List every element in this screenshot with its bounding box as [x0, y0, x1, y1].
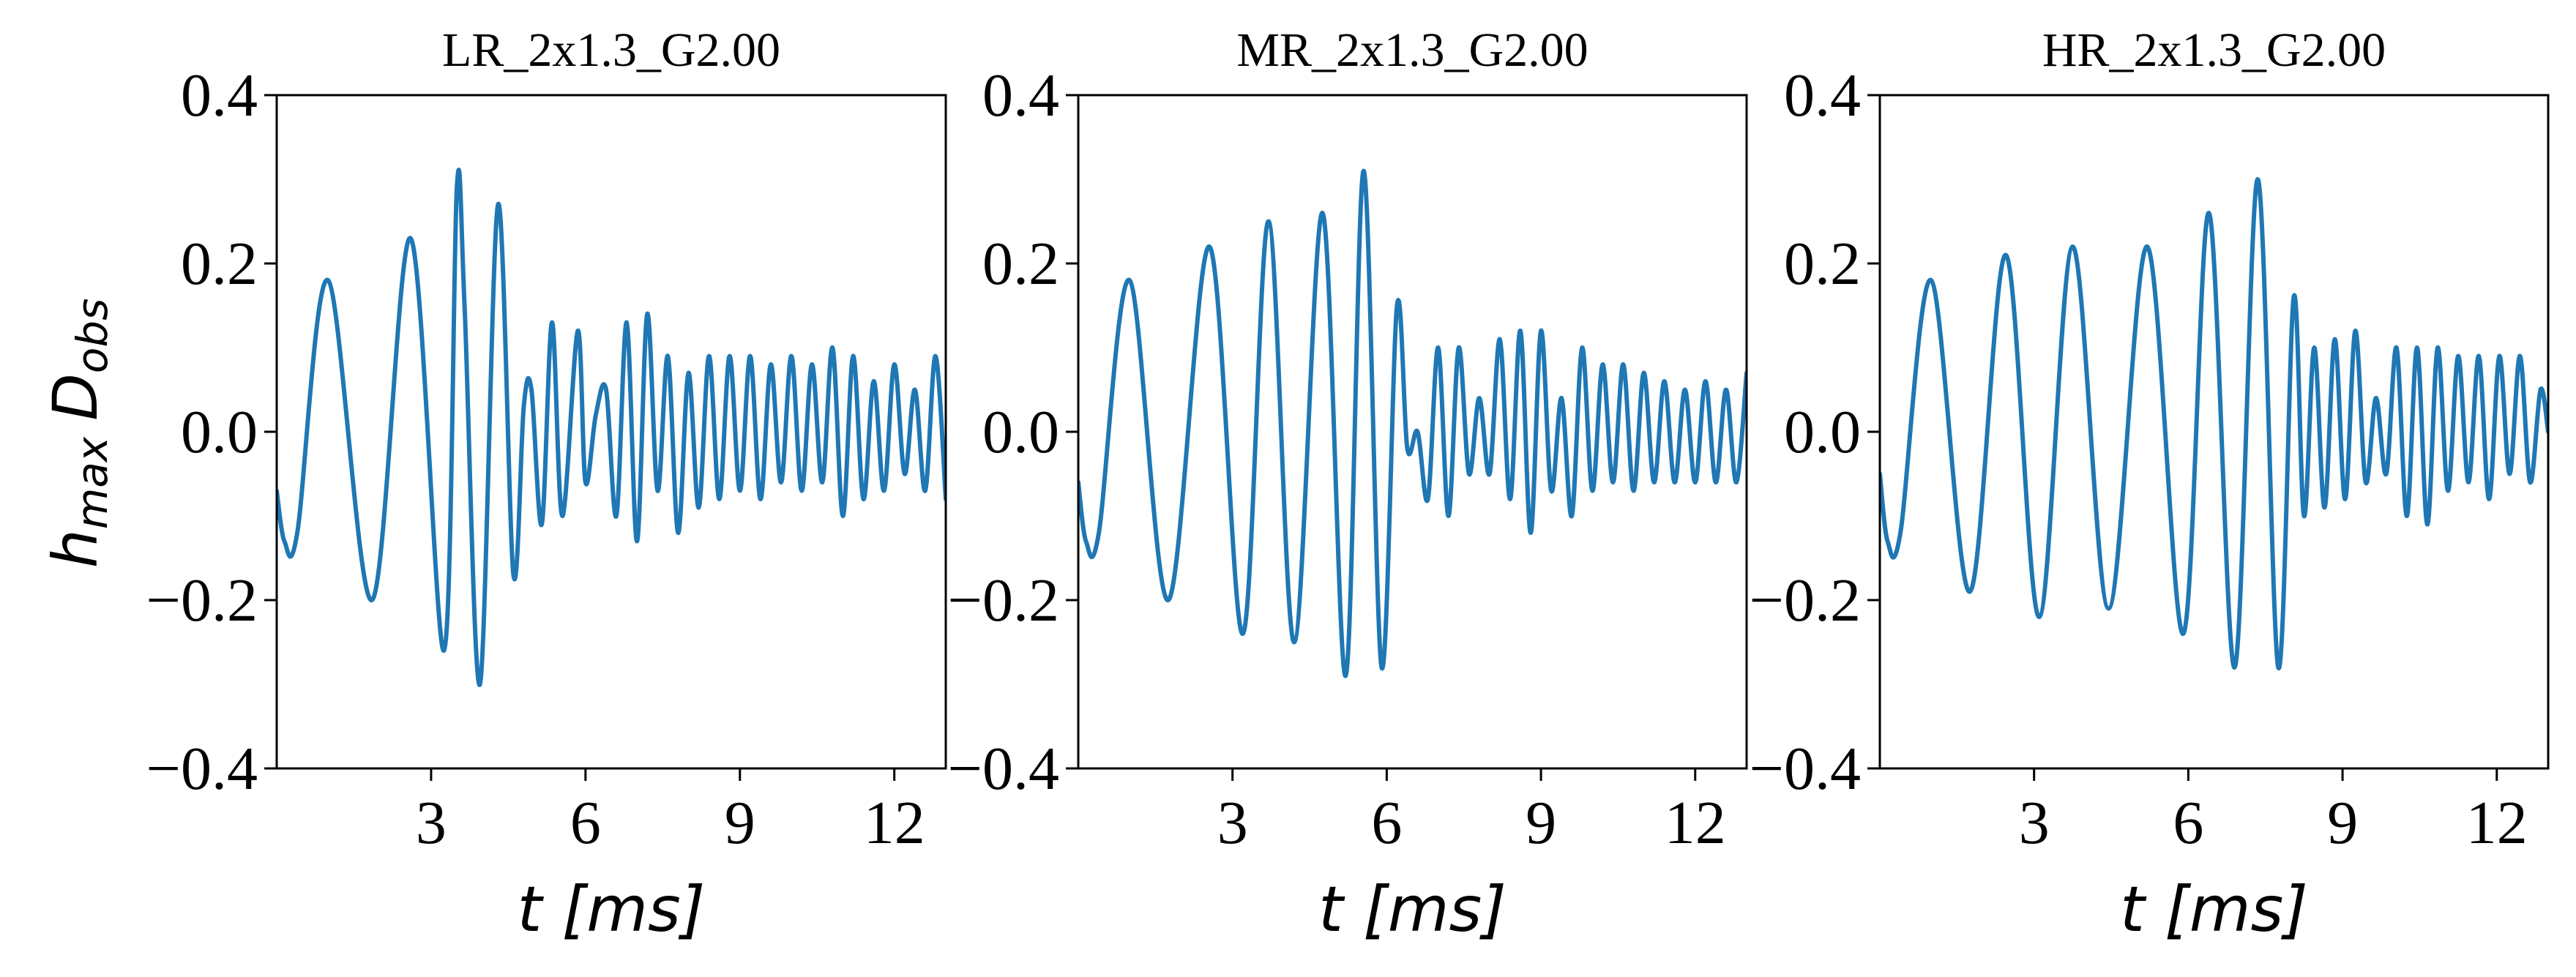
x-tick-label-hr: 12: [2466, 789, 2528, 857]
y-tick-label-hr: 0.2: [1784, 230, 1861, 298]
x-tick-label-hr: 3: [2019, 789, 2050, 857]
series-line-lr: [277, 168, 946, 687]
y-tick-label-hr: 0.4: [1784, 61, 1861, 130]
x-axis-label-lr: t [ms]: [518, 873, 706, 946]
y-tick-label-lr: −0.4: [146, 735, 258, 803]
x-tick-label-mr: 3: [1217, 789, 1248, 857]
x-tick-label-hr: 9: [2327, 789, 2358, 857]
y-tick-label-mr: −0.4: [948, 735, 1059, 803]
x-tick-label-lr: 12: [864, 789, 925, 857]
y-tick-label-hr: −0.2: [1750, 566, 1861, 635]
y-tick-label-lr: 0.2: [181, 230, 258, 298]
x-axis-label-mr: t [ms]: [1318, 873, 1507, 946]
x-tick-label-mr: 12: [1665, 789, 1726, 857]
panel-title-hr: HR_2x1.3_G2.00: [2042, 23, 2386, 77]
x-tick-label-lr: 3: [416, 789, 447, 857]
series-line-hr: [1880, 177, 2548, 670]
panel-title-mr: MR_2x1.3_G2.00: [1236, 23, 1588, 77]
x-tick-label-mr: 9: [1526, 789, 1556, 857]
y-tick-label-lr: −0.2: [146, 566, 258, 635]
series-line-mr: [1078, 168, 1747, 678]
x-tick-label-lr: 9: [725, 789, 755, 857]
y-tick-label-lr: 0.0: [181, 398, 258, 466]
x-tick-label-lr: 6: [570, 789, 601, 857]
panel-title-lr: LR_2x1.3_G2.00: [442, 23, 780, 77]
y-tick-label-mr: −0.2: [948, 566, 1059, 635]
shared-y-axis-label: hmaxDobs: [40, 299, 117, 569]
y-tick-label-mr: 0.2: [982, 230, 1059, 298]
y-tick-label-lr: 0.4: [181, 61, 258, 130]
y-tick-label-mr: 0.0: [982, 398, 1059, 466]
y-tick-label-mr: 0.4: [982, 61, 1059, 130]
panel-mr: MR_2x1.3_G2.00 −0.4 −0.2 0.0 0.2 0.4 3 6 9 12 t [m…: [948, 23, 1748, 946]
x-axis-label-hr: t [ms]: [2120, 873, 2308, 946]
panel-hr: HR_2x1.3_G2.00 −0.4 −0.2 0.0 0.2 0.4 3 6 9 12 t [m…: [1750, 23, 2550, 946]
y-tick-label-hr: 0.0: [1784, 398, 1861, 466]
panel-lr: LR_2x1.3_G2.00 −0.4 −0.2 0.0 0.2 0.4 3 6 9 12 t [m…: [146, 23, 947, 946]
y-tick-label-hr: −0.4: [1750, 735, 1861, 803]
x-tick-label-hr: 6: [2173, 789, 2203, 857]
x-tick-label-mr: 6: [1371, 789, 1402, 857]
